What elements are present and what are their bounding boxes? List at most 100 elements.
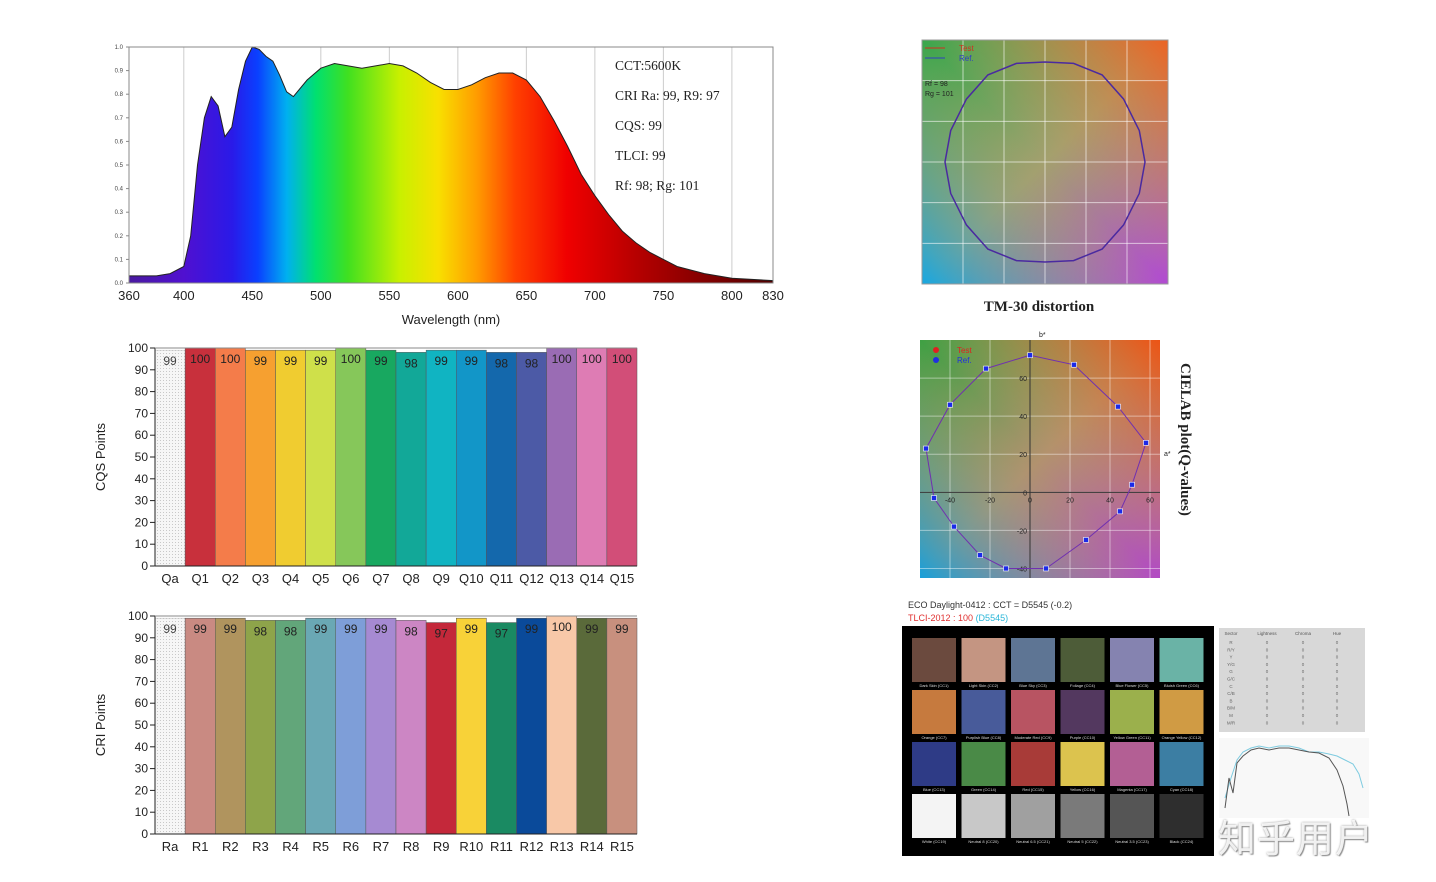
cqs-category-label: Q15 (610, 571, 635, 586)
cri-value-label: 99 (374, 622, 388, 636)
cri-category-label: R5 (312, 839, 329, 854)
cri-bar-r1 (184, 617, 216, 835)
tlci-table-cell: 0 (1302, 713, 1305, 718)
cri-bar-r8 (395, 620, 427, 835)
tm30-legend-test: Test (959, 44, 974, 53)
spectrum-ytick: 0.2 (115, 234, 124, 240)
tlci-swatch (912, 742, 956, 786)
tlci-table-cell: C/B (1227, 691, 1235, 696)
cri-category-label: R9 (433, 839, 450, 854)
cqs-bar-q12 (516, 352, 547, 567)
cielab-legend-ref: Ref. (957, 356, 972, 365)
cri-value-label: 99 (314, 622, 328, 636)
tlci-swatch (961, 690, 1006, 734)
tm30-chart: Test Ref. Rf = 98 Rg = 101 TM-30 distort… (921, 39, 1169, 315)
spectrum-ytick: 0.4 (115, 187, 124, 193)
tlci-score: TLCI-2012 : 100 (908, 613, 974, 623)
tlci-swatch (912, 794, 956, 838)
cielab-xtick: -40 (945, 497, 955, 504)
cri-category-label: R8 (403, 839, 420, 854)
tlci-swatch-label: Dark Skin (CC1) (919, 683, 949, 688)
cielab-point (947, 401, 953, 408)
tlci-swatch-label: Purple (CC10) (1070, 735, 1096, 740)
spectrum-xtick: 650 (516, 288, 538, 303)
tlci-swatch-label: Orange Yellow (CC12) (1162, 735, 1202, 740)
tlci-table-cell: 0 (1302, 655, 1305, 660)
spectrum-xtick: 750 (653, 288, 675, 303)
cqs-category-label: Qa (161, 571, 179, 586)
spectrum-ytick: 1.0 (115, 45, 124, 51)
cri-value-label: 99 (615, 622, 629, 636)
tlci-swatch (961, 638, 1006, 682)
cielab-point (983, 365, 989, 372)
tlci-swatch (1159, 794, 1204, 838)
tlci-swatch-label: Neutral 5 (CC22) (1067, 839, 1098, 844)
cri-value-label: 98 (404, 624, 418, 638)
cri-category-label: Ra (162, 839, 179, 854)
tlci-table-cell: 0 (1266, 640, 1269, 645)
spectrum-xtick: 450 (241, 288, 263, 303)
tlci-table-cell: G (1229, 669, 1233, 674)
cielab-ytick: 0 (1023, 490, 1027, 497)
tlci-swatch-label: Orange (CC7) (921, 735, 947, 740)
spectrum-info-cri: CRI Ra: 99, R9: 97 (615, 88, 720, 103)
tlci-swatch-label: Red (CC15) (1022, 787, 1044, 792)
cri-bar-r5 (305, 617, 336, 835)
cqs-bar-q4 (275, 349, 306, 567)
spectrum-xtick: 550 (378, 288, 400, 303)
spectrum-xtick: 600 (447, 288, 469, 303)
tlci-table-cell: R (1229, 640, 1233, 645)
cqs-value-label: 100 (552, 352, 572, 366)
cielab-xtick: -20 (985, 497, 995, 504)
tlci-table-cell: 0 (1302, 677, 1305, 682)
tlci-swatch-label: Yellow Green (CC11) (1113, 735, 1151, 740)
tlci-table-cell: M/R (1227, 720, 1236, 725)
tlci-table-cell: 0 (1336, 655, 1339, 660)
cielab-ytick: 40 (1019, 414, 1027, 421)
cielab-legend-test: Test (957, 346, 972, 355)
cri-bar-r9 (425, 622, 457, 835)
cqs-bar-q13 (546, 347, 577, 567)
cqs-value-label: 100 (582, 352, 602, 366)
tlci-table-cell: Y/G (1227, 662, 1235, 667)
cielab-point (1129, 481, 1135, 488)
cqs-category-label: Q3 (252, 571, 269, 586)
spectrum-info-cqs: CQS: 99 (615, 118, 662, 133)
cri-category-label: R15 (610, 839, 634, 854)
cqs-ytick: 100 (128, 341, 148, 355)
cri-value-label: 99 (224, 622, 238, 636)
cqs-bar-q11 (486, 352, 517, 567)
tlci-table-cell: 0 (1336, 698, 1339, 703)
tlci-swatch-label: Neutral 6.5 (CC21) (1016, 839, 1050, 844)
tlci-table-header: Lightness (1257, 631, 1277, 636)
cqs-value-label: 98 (495, 356, 509, 370)
spectrum-xlabel: Wavelength (nm) (402, 312, 501, 327)
cielab-polygon (925, 354, 1147, 569)
cri-value-label: 99 (344, 622, 358, 636)
cqs-bar-q10 (456, 349, 487, 567)
cri-bar-r13 (546, 615, 577, 835)
tlci-swatch-label: Neutral 8 (CC20) (968, 839, 999, 844)
tlci-table-cell: 0 (1336, 669, 1339, 674)
tlci-swatch (1060, 690, 1105, 734)
cri-bar-chart: 0 10 20 30 40 50 60 70 80 90 100 CRI Points 99 Ra 99 R1… (93, 609, 638, 854)
tlci-table-cell: G/C (1227, 677, 1236, 682)
spectrum-xtick: 700 (584, 288, 606, 303)
tlci-swatch (1060, 794, 1105, 838)
tlci-swatch (1011, 742, 1055, 786)
cqs-ytick: 30 (135, 494, 149, 508)
cqs-category-label: Q6 (342, 571, 359, 586)
cielab-ytick: 20 (1019, 452, 1027, 459)
cri-category-label: R10 (459, 839, 483, 854)
cqs-ytick: 90 (135, 363, 149, 377)
cri-ytick: 70 (135, 674, 149, 688)
tlci-table-cell: 0 (1336, 662, 1339, 667)
cqs-value-label: 98 (404, 356, 418, 370)
tlci-swatch (1110, 742, 1154, 786)
cqs-bar-q5 (305, 349, 336, 567)
cqs-ytick: 40 (135, 472, 149, 486)
cri-ytick: 30 (135, 762, 149, 776)
tlci-table-header: Sector (1224, 631, 1238, 636)
cielab-chart: -40-2002040606040200-20-40 Test Ref. b* … (920, 332, 1193, 578)
cqs-bar-q15 (606, 347, 638, 567)
